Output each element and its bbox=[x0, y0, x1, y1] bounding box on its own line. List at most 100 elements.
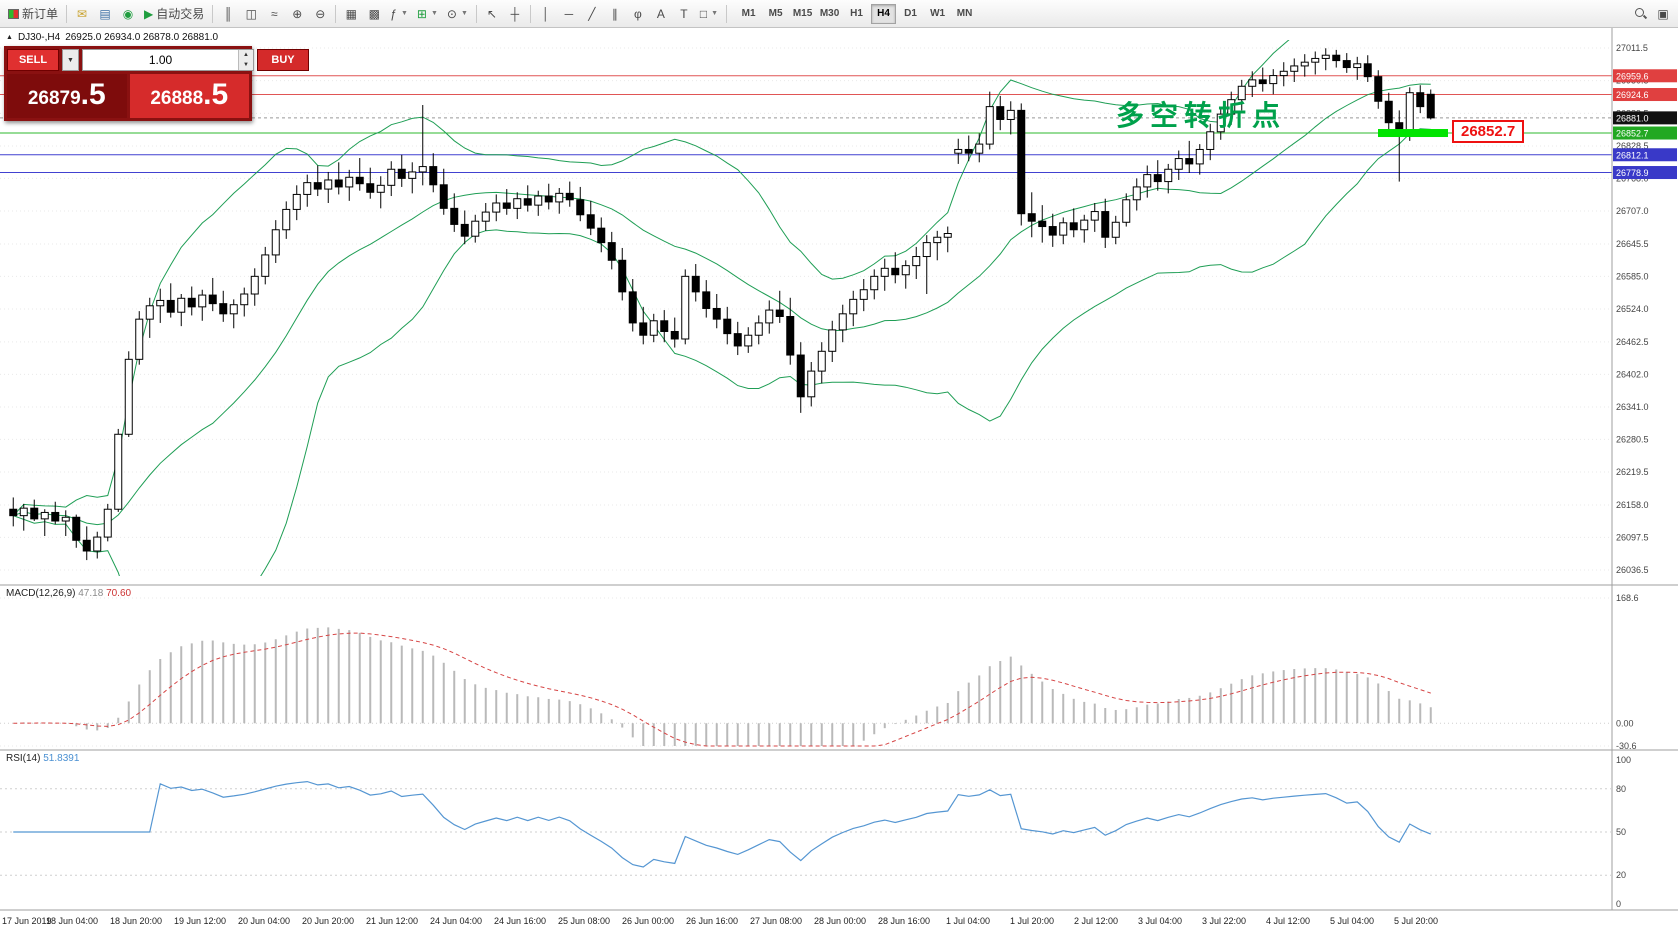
chevron-down-icon: ▼ bbox=[430, 10, 438, 17]
timeframe-mn-button[interactable]: MN bbox=[952, 4, 977, 24]
add-chart-icon: ⊞ bbox=[416, 6, 427, 21]
svg-text:18 Jun 04:00: 18 Jun 04:00 bbox=[46, 916, 98, 926]
sell-price-display[interactable]: 26879.5 bbox=[7, 74, 127, 118]
text-label-button[interactable]: T bbox=[673, 3, 695, 25]
horizontal-line-button[interactable]: ─ bbox=[558, 3, 580, 25]
zoom-out-button[interactable]: ⊖ bbox=[309, 3, 331, 25]
new-order-button[interactable]: 新订单 bbox=[4, 3, 62, 25]
panels-button[interactable]: ▣ bbox=[1652, 3, 1674, 25]
buy-price-display[interactable]: 26888.5 bbox=[129, 74, 249, 118]
search-icon bbox=[1634, 7, 1647, 20]
zoom-in-icon: ⊕ bbox=[292, 6, 303, 21]
cursor-button[interactable]: ↖ bbox=[481, 3, 503, 25]
svg-text:26959.6: 26959.6 bbox=[1616, 71, 1649, 81]
volume-stepper: ▲ ▼ bbox=[238, 50, 253, 70]
trendline-button[interactable]: ╱ bbox=[581, 3, 603, 25]
profiles-icon: ⊙ bbox=[446, 6, 457, 21]
tile-windows-button[interactable]: ▦ bbox=[340, 3, 362, 25]
toolbar-separator bbox=[475, 4, 477, 23]
toolbar-separator bbox=[726, 4, 728, 23]
svg-text:-30.6: -30.6 bbox=[1616, 741, 1637, 751]
order-options-dropdown[interactable]: ▼ bbox=[62, 49, 79, 71]
volume-increase-button[interactable]: ▲ bbox=[239, 50, 253, 60]
svg-text:4 Jul 12:00: 4 Jul 12:00 bbox=[1266, 916, 1310, 926]
timeframe-m30-button[interactable]: M30 bbox=[817, 4, 842, 24]
autotrading-button[interactable]: ▶ 自动交易 bbox=[140, 3, 208, 25]
svg-text:27 Jun 08:00: 27 Jun 08:00 bbox=[750, 916, 802, 926]
indicators-icon: ƒ bbox=[390, 6, 397, 21]
volume-input[interactable] bbox=[83, 50, 238, 70]
text-icon: A bbox=[656, 6, 665, 21]
timeframe-m1-button[interactable]: M1 bbox=[736, 4, 761, 24]
chart-marker-icon: ▲ bbox=[6, 34, 13, 41]
rsi-name: RSI(14) bbox=[6, 753, 41, 764]
line-chart-button[interactable]: ≈ bbox=[263, 3, 285, 25]
timeframe-d1-button[interactable]: D1 bbox=[898, 4, 923, 24]
mail-icon: ✉ bbox=[76, 6, 88, 21]
indicators-button[interactable]: ƒ ▼ bbox=[386, 3, 412, 25]
annotation-text: 多空转折点 bbox=[1116, 100, 1287, 131]
trendline-icon: ╱ bbox=[588, 6, 596, 21]
svg-text:26036.5: 26036.5 bbox=[1616, 565, 1649, 575]
chart-canvas[interactable]: 27011.526950.526889.526828.526768.026707… bbox=[0, 28, 1678, 949]
search-button[interactable] bbox=[1629, 3, 1651, 25]
market-watch-button[interactable]: ◉ bbox=[117, 3, 139, 25]
volume-decrease-button[interactable]: ▼ bbox=[239, 60, 253, 70]
candlestick-chart-button[interactable]: ◫ bbox=[240, 3, 262, 25]
line-chart-icon: ≈ bbox=[270, 6, 278, 21]
svg-text:26524.0: 26524.0 bbox=[1616, 304, 1649, 314]
svg-text:24 Jun 04:00: 24 Jun 04:00 bbox=[430, 916, 482, 926]
chart-ohlc-header: ▲ DJ30-,H4 26925.0 26934.0 26878.0 26881… bbox=[6, 32, 218, 43]
svg-text:26280.5: 26280.5 bbox=[1616, 434, 1649, 444]
profiles-button[interactable]: ⊙ ▼ bbox=[443, 3, 472, 25]
horizontal-line-icon: ─ bbox=[564, 6, 574, 21]
buy-price-frac: .5 bbox=[203, 78, 229, 111]
svg-text:26 Jun 00:00: 26 Jun 00:00 bbox=[622, 916, 674, 926]
channel-icon: ∥ bbox=[611, 6, 618, 21]
zoom-in-button[interactable]: ⊕ bbox=[286, 3, 308, 25]
text-label-icon: T bbox=[680, 6, 688, 21]
channel-button[interactable]: ∥ bbox=[604, 3, 626, 25]
new-chart-button[interactable]: ⊞ ▼ bbox=[413, 3, 442, 25]
chart-window[interactable]: 27011.526950.526889.526828.526768.026707… bbox=[0, 28, 1678, 949]
cascade-windows-button[interactable]: ▩ bbox=[363, 3, 385, 25]
bar-chart-icon: ║ bbox=[224, 6, 233, 21]
chart-window-icon: ▤ bbox=[99, 6, 111, 21]
tile-windows-icon: ▦ bbox=[345, 6, 357, 21]
svg-text:20 Jun 20:00: 20 Jun 20:00 bbox=[302, 916, 354, 926]
open-chart-button[interactable]: ▤ bbox=[94, 3, 116, 25]
cursor-icon: ↖ bbox=[486, 6, 497, 21]
timeframe-h4-button[interactable]: H4 bbox=[871, 3, 897, 24]
svg-text:26881.0: 26881.0 bbox=[1616, 113, 1649, 123]
text-button[interactable]: A bbox=[650, 3, 672, 25]
shapes-button[interactable]: □ ▼ bbox=[696, 3, 722, 25]
bar-chart-button[interactable]: ║ bbox=[217, 3, 239, 25]
timeframe-w1-button[interactable]: W1 bbox=[925, 4, 950, 24]
vertical-line-button[interactable]: │ bbox=[535, 3, 557, 25]
toolbar-separator bbox=[66, 4, 68, 23]
highlight-segment bbox=[1378, 129, 1448, 138]
svg-text:20: 20 bbox=[1616, 870, 1626, 880]
toolbar-separator bbox=[529, 4, 531, 23]
one-click-trading-panel: SELL ▼ ▲ ▼ BUY 26879.5 26888.5 bbox=[4, 46, 309, 121]
svg-text:19 Jun 12:00: 19 Jun 12:00 bbox=[174, 916, 226, 926]
svg-text:26852.7: 26852.7 bbox=[1616, 129, 1649, 139]
chevron-down-icon: ▼ bbox=[711, 10, 719, 17]
bollinger-bands bbox=[12, 40, 1431, 576]
svg-text:27011.5: 27011.5 bbox=[1616, 43, 1648, 53]
sell-button[interactable]: SELL bbox=[7, 49, 59, 71]
buy-button[interactable]: BUY bbox=[257, 49, 309, 71]
candlestick-icon: ◫ bbox=[245, 6, 257, 21]
svg-text:26219.5: 26219.5 bbox=[1616, 467, 1649, 477]
svg-text:17 Jun 2019: 17 Jun 2019 bbox=[2, 916, 52, 926]
buy-price-int: 26888 bbox=[150, 88, 204, 109]
timeframe-m15-button[interactable]: M15 bbox=[790, 4, 815, 24]
macd-name: MACD(12,26,9) bbox=[6, 588, 76, 599]
svg-text:2 Jul 12:00: 2 Jul 12:00 bbox=[1074, 916, 1118, 926]
timeframe-m5-button[interactable]: M5 bbox=[763, 4, 788, 24]
mail-button[interactable]: ✉ bbox=[71, 3, 93, 25]
timeframe-h1-button[interactable]: H1 bbox=[844, 4, 869, 24]
crosshair-button[interactable]: ┼ bbox=[504, 3, 526, 25]
chevron-down-icon: ▼ bbox=[400, 10, 408, 17]
fibonacci-button[interactable]: φ bbox=[627, 3, 649, 25]
